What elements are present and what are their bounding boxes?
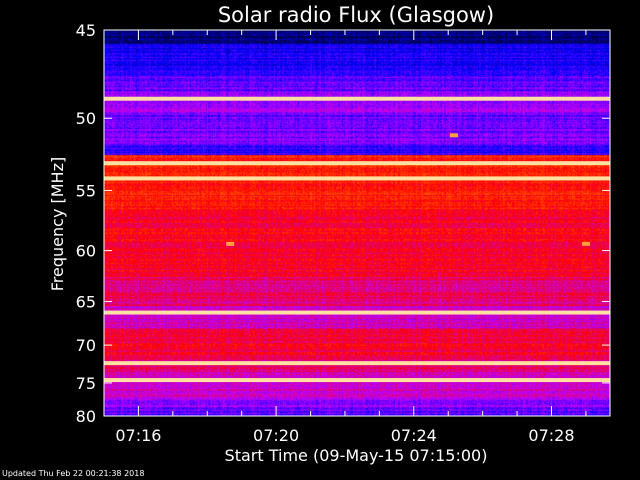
chart-title: Solar radio Flux (Glasgow) [218, 3, 494, 27]
y-tick-label: 55 [76, 181, 96, 200]
y-tick-label: 65 [76, 292, 96, 311]
x-axis-label: Start Time (09-May-15 07:15:00) [225, 446, 488, 465]
spectrogram-image [104, 30, 610, 416]
interference-band [104, 161, 610, 166]
interference-band [104, 310, 610, 315]
x-tick-label: 07:16 [115, 426, 161, 445]
radio-burst [449, 133, 458, 138]
interference-band [104, 361, 610, 366]
interference-band [104, 378, 610, 383]
spectrogram-plot [103, 29, 611, 417]
updated-timestamp: Updated Thu Feb 22 00:21:38 2018 [2, 469, 145, 478]
x-tick-label: 07:28 [528, 426, 574, 445]
plot-frame [103, 29, 611, 417]
x-axis: 07:16 07:20 07:24 07:28 [103, 30, 587, 445]
y-tick-label: 70 [76, 336, 96, 355]
y-axis: 45 50 55 60 65 70 75 80 [76, 21, 610, 426]
y-tick-label: 80 [76, 407, 96, 426]
radio-burst [226, 241, 235, 246]
x-tick-label: 07:24 [391, 426, 437, 445]
radio-burst [581, 241, 590, 246]
y-tick-label: 75 [76, 374, 96, 393]
y-tick-label: 60 [76, 242, 96, 261]
interference-band [104, 176, 610, 181]
x-tick-label: 07:20 [253, 426, 299, 445]
y-axis-label: Frequency [MHz] [48, 157, 67, 291]
y-tick-label: 50 [76, 109, 96, 128]
interference-band [104, 96, 610, 101]
y-tick-label: 45 [76, 21, 96, 40]
